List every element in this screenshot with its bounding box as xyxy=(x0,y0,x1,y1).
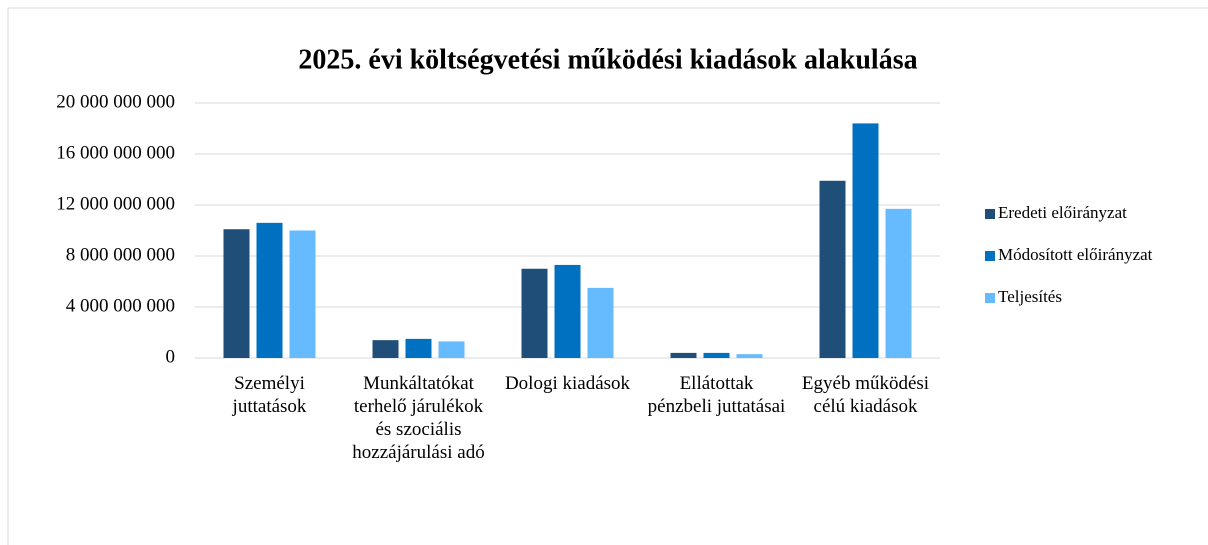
legend-label: Módosított előirányzat xyxy=(998,245,1153,264)
legend-label: Eredeti előirányzat xyxy=(998,203,1127,222)
x-tick-label: Ellátottak pénzbeli juttatásai xyxy=(647,373,786,417)
legend-swatch xyxy=(985,293,995,303)
bar xyxy=(736,354,763,358)
x-tick-label: Személyi juttatások xyxy=(232,373,307,417)
chart-title: 2025. évi költségvetési működési kiadáso… xyxy=(298,44,917,75)
bar xyxy=(521,268,548,358)
chart-border xyxy=(7,7,1208,545)
bar xyxy=(703,352,730,358)
bar xyxy=(405,338,432,358)
bar xyxy=(256,222,283,358)
x-tick-label: Munkáltatókat terhelő járulékok és szoci… xyxy=(352,373,485,463)
bar xyxy=(819,180,846,358)
y-tick-label: 4 000 000 000 xyxy=(66,295,175,316)
bar xyxy=(372,340,399,358)
y-tick-label: 12 000 000 000 xyxy=(56,193,175,214)
bar xyxy=(587,287,614,358)
bar xyxy=(670,352,697,358)
y-tick-label: 16 000 000 000 xyxy=(56,142,175,163)
x-tick-label: Dologi kiadások xyxy=(504,373,631,394)
bar xyxy=(885,208,912,358)
y-tick-label: 20 000 000 000 xyxy=(56,91,175,112)
legend-label: Teljesítés xyxy=(998,287,1062,306)
y-tick-label: 8 000 000 000 xyxy=(66,244,175,265)
legend-swatch xyxy=(985,209,995,219)
bar xyxy=(289,230,316,358)
bar xyxy=(852,123,879,359)
y-tick-label: 0 xyxy=(166,346,176,367)
bar xyxy=(438,341,465,358)
legend-swatch xyxy=(985,251,995,261)
bar xyxy=(223,229,250,358)
x-tick-label: Egyéb működési célú kiadások xyxy=(801,373,930,417)
bar xyxy=(554,264,581,358)
